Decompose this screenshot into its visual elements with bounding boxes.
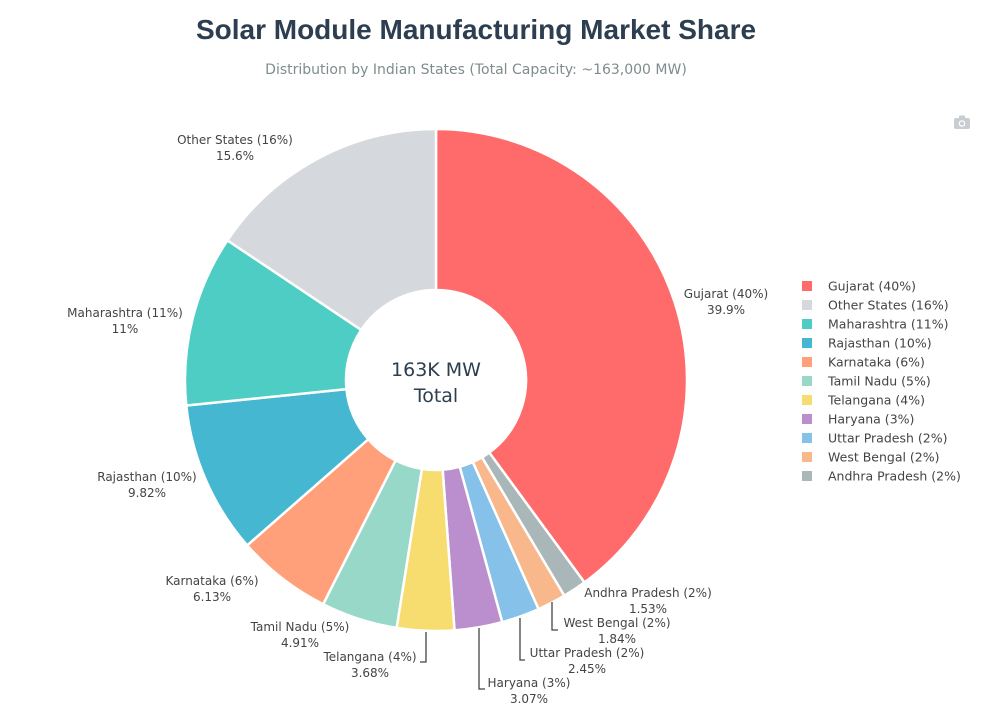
legend-swatch [802, 300, 812, 310]
legend-item[interactable]: Uttar Pradesh (2%) [802, 431, 947, 446]
slice-label: Other States (16%) [177, 133, 293, 147]
slice-label: Rajasthan (10%) [97, 470, 197, 484]
center-text-line-1: 163K MW [391, 359, 481, 381]
legend-label: Tamil Nadu (5%) [827, 374, 931, 389]
legend-label: Andhra Pradesh (2%) [828, 469, 961, 484]
legend-item[interactable]: Andhra Pradesh (2%) [802, 469, 961, 484]
slice-label: Telangana (4%) [322, 650, 416, 664]
legend-swatch [802, 281, 812, 291]
legend-item[interactable]: West Bengal (2%) [802, 450, 940, 465]
slice-percent-label: 4.91% [281, 636, 319, 650]
legend-item[interactable]: Maharashtra (11%) [802, 317, 948, 332]
legend-label: Haryana (3%) [828, 412, 914, 427]
center-text-line-2: Total [413, 385, 458, 407]
leader-line [551, 602, 558, 631]
legend-item[interactable]: Haryana (3%) [802, 412, 914, 427]
chart-title: Solar Module Manufacturing Market Share [195, 14, 757, 45]
slice-10[interactable] [225, 127, 438, 332]
legend-swatch [802, 357, 812, 367]
legend-label: Gujarat (40%) [828, 279, 916, 294]
slice-percent-label: 15.6% [216, 149, 254, 163]
legend-item[interactable]: Rajasthan (10%) [802, 336, 932, 351]
slice-label: Uttar Pradesh (2%) [530, 646, 645, 660]
legend-label: Rajasthan (10%) [828, 336, 932, 351]
legend-swatch [802, 414, 812, 424]
legend-item[interactable]: Gujarat (40%) [802, 279, 916, 294]
legend-item[interactable]: Telangana (4%) [802, 393, 925, 408]
legend-swatch [802, 319, 812, 329]
legend-swatch [802, 471, 812, 481]
slice-label: Maharashtra (11%) [67, 306, 183, 320]
slice-percent-label: 3.07% [510, 692, 548, 706]
slice-0[interactable] [434, 127, 689, 585]
slice-percent-label: 2.45% [568, 662, 606, 676]
legend-label: West Bengal (2%) [828, 450, 940, 465]
legend-label: Karnataka (6%) [828, 355, 925, 370]
legend-label: Other States (16%) [828, 298, 949, 313]
legend-swatch [802, 395, 812, 405]
leader-line [478, 628, 485, 690]
legend-label: Maharashtra (11%) [828, 317, 948, 332]
legend-item[interactable]: Tamil Nadu (5%) [802, 374, 931, 389]
legend: Gujarat (40%) Other States (16%) Maharasht… [802, 279, 961, 484]
slice-percent-label: 9.82% [128, 486, 166, 500]
slice-label: Karnataka (6%) [165, 574, 258, 588]
slice-label: Tamil Nadu (5%) [250, 620, 350, 634]
slice-label: Haryana (3%) [488, 676, 571, 690]
slice-percent-label: 39.9% [707, 303, 745, 317]
slice-percent-label: 6.13% [193, 590, 231, 604]
legend-label: Telangana (4%) [827, 393, 925, 408]
leader-line [420, 632, 427, 663]
legend-swatch [802, 376, 812, 386]
legend-swatch [802, 452, 812, 462]
slice-label: West Bengal (2%) [563, 616, 670, 630]
legend-label: Uttar Pradesh (2%) [828, 431, 947, 446]
slice-percent-label: 11% [112, 322, 139, 336]
legend-swatch [802, 338, 812, 348]
leader-line [519, 618, 525, 661]
slice-9[interactable] [183, 238, 363, 407]
slice-percent-label: 1.53% [629, 602, 667, 616]
legend-item[interactable]: Other States (16%) [802, 298, 949, 313]
chart-subtitle: Distribution by Indian States (Total Cap… [265, 62, 687, 78]
legend-swatch [802, 433, 812, 443]
legend-item[interactable]: Karnataka (6%) [802, 355, 925, 370]
slice-percent-label: 1.84% [598, 632, 636, 646]
slice-percent-label: 3.68% [351, 666, 389, 680]
slice-label: Andhra Pradesh (2%) [584, 586, 712, 600]
slice-label: Gujarat (40%) [684, 287, 768, 301]
camera-icon[interactable] [954, 115, 970, 129]
